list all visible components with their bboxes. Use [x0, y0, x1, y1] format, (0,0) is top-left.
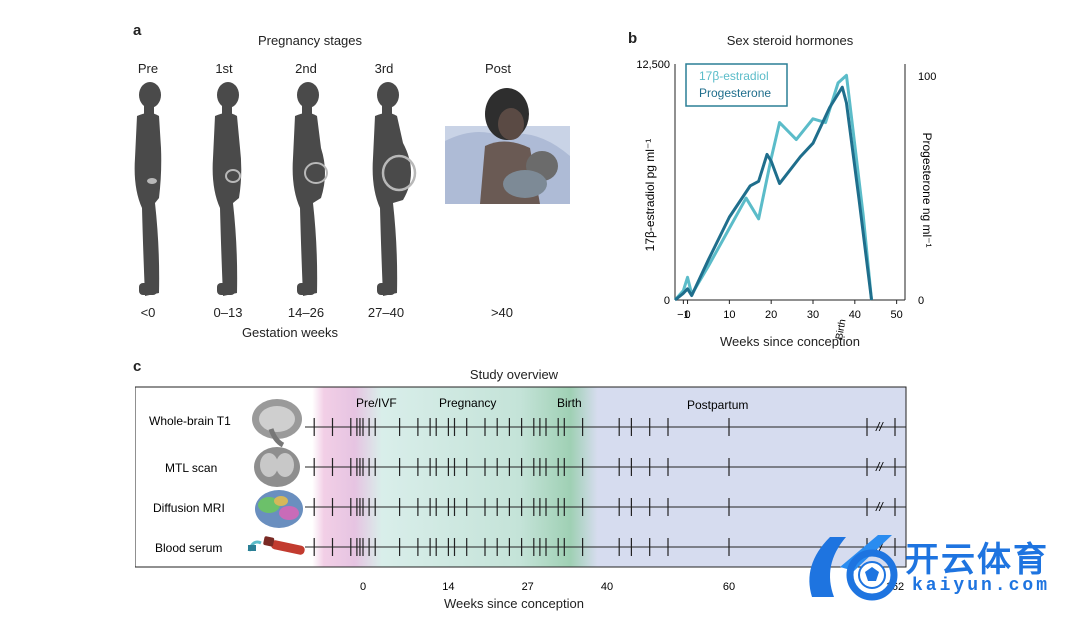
stage-label-1st: 1st — [215, 61, 233, 76]
brain-sagittal-icon — [252, 399, 302, 448]
series-line-progesterone — [674, 85, 874, 302]
stage-label-3rd: 3rd — [374, 61, 394, 76]
timeline-row: // — [305, 498, 906, 516]
hormone-chart: 12,500 0 100 0 17β-estradiol pg ml⁻¹ Pro… — [636, 59, 936, 341]
timeline-rows: // // // // — [305, 418, 906, 556]
stage-weeks-3rd: 27–40 — [367, 305, 405, 320]
panel-c-letter: c — [133, 358, 142, 375]
uterus-3rd — [381, 154, 417, 192]
y-right-tick-zero: 0 — [918, 295, 924, 307]
stage-label-2nd: 2nd — [295, 61, 317, 76]
study-box — [135, 386, 907, 568]
legend-estradiol: 17β-estradiol — [699, 69, 769, 83]
stage-weeks-2nd: 14–26 — [287, 305, 325, 320]
panel-b-letter: b — [628, 30, 638, 47]
y-left-tick-top: 12,500 — [636, 59, 670, 71]
chart-legend: 17β-estradiol Progesterone — [685, 63, 788, 107]
x-tick-label: 40 — [849, 309, 861, 321]
y-right-tick-top: 100 — [918, 71, 936, 83]
axis-break-mark: // — [875, 540, 884, 554]
c-x-tick-label: 40 — [601, 581, 613, 593]
phase-pre-ivf: Pre/IVF — [356, 396, 397, 410]
kaiyun-logo — [809, 535, 898, 601]
x-tick-label: −1 — [677, 309, 690, 321]
pregnancy-silhouettes — [134, 82, 417, 296]
watermark-brand-cn: 开云体育 — [905, 541, 1049, 579]
x-tick-group: −10 10 20 30 40 50 — [677, 300, 903, 321]
axis-break-mark: // — [875, 460, 884, 474]
row-label-mtl: MTL scan — [165, 461, 217, 475]
legend-progesterone: Progesterone — [699, 86, 771, 100]
x-tick-label: 0 — [684, 309, 690, 321]
x-tick-label: 20 — [765, 309, 777, 321]
panel-a-xlabel: Gestation weeks — [241, 325, 339, 340]
panel-b-xlabel: Weeks since conception — [720, 334, 860, 349]
legend-box — [685, 63, 788, 107]
uterus-2nd — [304, 162, 328, 184]
row-label-diffusion: Diffusion MRI — [153, 501, 225, 515]
row-label-whole-brain: Whole-brain T1 — [149, 414, 231, 428]
c-x-tick-label: 27 — [522, 581, 534, 593]
x-tick-label: 30 — [807, 309, 819, 321]
phase-pregnancy: Pregnancy — [439, 396, 496, 410]
silhouette-3rd — [372, 82, 411, 296]
breastfeeding-illustration — [445, 88, 570, 204]
phase-postpartum: Postpartum — [687, 398, 748, 412]
stage-label-post: Post — [484, 61, 511, 76]
x-tick-label: 50 — [891, 309, 903, 321]
y-right-axis-label: Progesterone ng ml⁻¹ — [920, 132, 934, 247]
study-overview: Pre/IVF Pregnancy Birth Postpartum Whole… — [135, 386, 907, 593]
c-x-tick-label: 0 — [360, 581, 366, 593]
panel-b-title: Sex steroid hormones — [726, 33, 854, 48]
stage-label-pre: Pre — [137, 61, 159, 76]
x-tick-label: 10 — [723, 309, 735, 321]
stage-weeks-pre: <0 — [140, 305, 156, 320]
axis-break-mark: // — [875, 420, 884, 434]
uterus-1st — [225, 169, 241, 183]
watermark-brand-en: kaiyun.com — [912, 576, 1051, 596]
stage-weeks-1st: 0–13 — [213, 305, 243, 320]
row-label-blood: Blood serum — [155, 541, 222, 555]
panel-a-letter: a — [133, 22, 142, 39]
tractography-icon — [255, 490, 303, 528]
panel-c-xlabel: Weeks since conception — [444, 596, 584, 611]
timeline-row: // — [305, 418, 906, 436]
panel-a-title: Pregnancy stages — [257, 33, 363, 48]
birth-annotation: Birth — [834, 318, 848, 340]
stage-weeks-post: >40 — [490, 305, 514, 320]
series-group — [673, 73, 874, 302]
blood-tube-icon — [247, 536, 305, 555]
uterus-pre — [147, 178, 157, 184]
timeline-row: // — [305, 538, 906, 556]
c-x-tick-label: 60 — [723, 581, 735, 593]
panel-c-title: Study overview — [469, 367, 559, 382]
silhouette-1st — [212, 82, 242, 296]
silhouette-2nd — [292, 82, 325, 296]
y-left-axis-label: 17β-estradiol pg ml⁻¹ — [643, 139, 657, 252]
axis-break-mark: // — [875, 500, 884, 514]
silhouette-pre — [134, 82, 162, 296]
phase-birth: Birth — [557, 396, 582, 410]
timeline-row: // — [305, 458, 906, 476]
y-left-tick-zero: 0 — [664, 295, 670, 307]
brain-coronal-icon — [254, 447, 300, 487]
c-x-tick-label: 14 — [442, 581, 454, 593]
